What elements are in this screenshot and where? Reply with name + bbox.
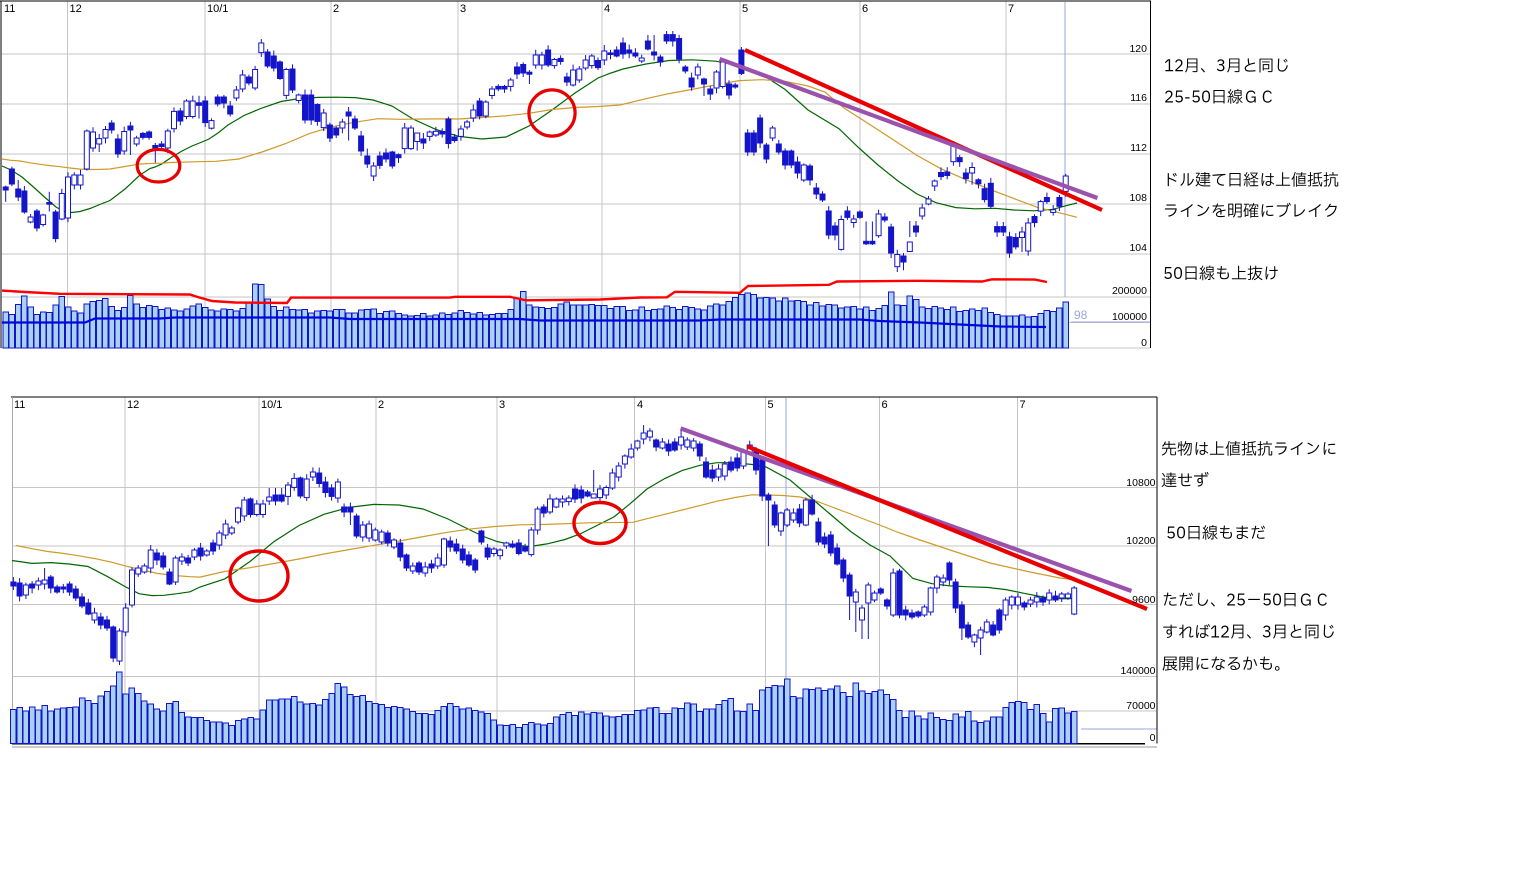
svg-text:98: 98 (1074, 308, 1088, 322)
